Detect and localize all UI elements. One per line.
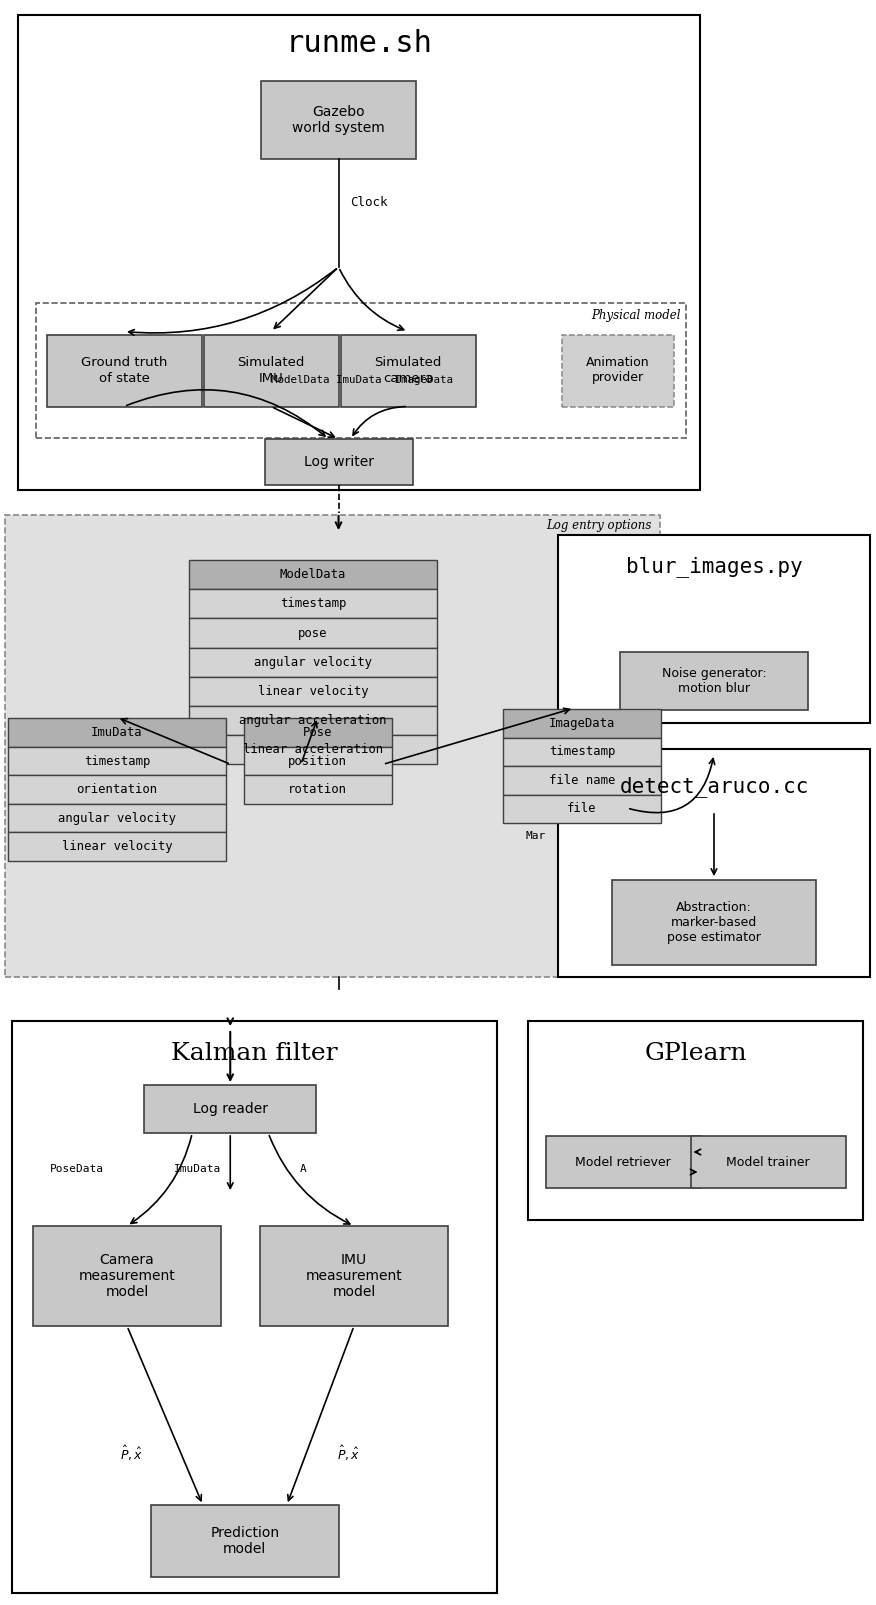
Text: Abstraction:
marker-based
pose estimator: Abstraction: marker-based pose estimator [667,900,761,944]
Text: linear velocity: linear velocity [258,685,368,698]
FancyBboxPatch shape [558,750,870,977]
Text: Model retriever: Model retriever [576,1156,671,1168]
FancyBboxPatch shape [18,14,700,490]
FancyBboxPatch shape [260,1226,448,1326]
FancyBboxPatch shape [620,652,808,709]
Text: Log writer: Log writer [304,454,373,469]
Text: Mar: Mar [526,831,547,841]
FancyBboxPatch shape [244,775,392,804]
FancyBboxPatch shape [503,709,661,738]
FancyBboxPatch shape [189,735,437,764]
FancyBboxPatch shape [36,303,686,438]
FancyBboxPatch shape [546,1136,701,1188]
Text: ImuData: ImuData [91,725,143,738]
FancyBboxPatch shape [189,647,437,677]
FancyBboxPatch shape [8,775,226,804]
Text: linear velocity: linear velocity [61,839,173,852]
Text: orientation: orientation [76,783,158,796]
Text: PoseData: PoseData [50,1164,104,1173]
Text: Log reader: Log reader [193,1103,268,1115]
FancyBboxPatch shape [341,334,476,406]
Text: GPlearn: GPlearn [644,1042,747,1064]
Text: ImageData: ImageData [548,717,615,730]
Text: Prediction
model: Prediction model [210,1526,279,1557]
FancyBboxPatch shape [8,804,226,833]
Text: file: file [568,802,597,815]
Text: timestamp: timestamp [84,754,150,767]
FancyBboxPatch shape [503,738,661,766]
Text: angular acceleration: angular acceleration [239,714,386,727]
Text: file name: file name [548,774,615,786]
Text: Physical model: Physical model [591,308,681,321]
Text: A: A [300,1164,307,1173]
FancyBboxPatch shape [8,746,226,775]
FancyBboxPatch shape [244,746,392,775]
Text: blur_images.py: blur_images.py [625,557,802,578]
Text: Model trainer: Model trainer [726,1156,809,1168]
Text: Clock: Clock [350,196,388,209]
FancyBboxPatch shape [203,334,338,406]
FancyBboxPatch shape [189,677,437,706]
Text: $\hat{P},\hat{x}$: $\hat{P},\hat{x}$ [337,1443,361,1462]
Text: Ground truth
of state: Ground truth of state [81,356,167,385]
FancyBboxPatch shape [189,589,437,618]
FancyBboxPatch shape [261,80,416,159]
Text: angular velocity: angular velocity [58,812,176,825]
Text: position: position [288,754,348,767]
FancyBboxPatch shape [8,719,226,746]
FancyBboxPatch shape [33,1226,221,1326]
FancyBboxPatch shape [611,880,816,965]
Text: $\hat{P},\hat{x}$: $\hat{P},\hat{x}$ [120,1443,144,1462]
Text: Animation
provider: Animation provider [586,356,650,385]
Text: timestamp: timestamp [279,597,346,610]
Text: timestamp: timestamp [548,745,615,758]
FancyBboxPatch shape [528,1021,863,1220]
Text: Pose: Pose [303,725,333,738]
FancyBboxPatch shape [503,766,661,794]
Text: Simulated
camera: Simulated camera [374,356,442,385]
FancyBboxPatch shape [151,1505,339,1578]
Text: Kalman filter: Kalman filter [171,1042,338,1064]
Text: Camera
measurement
model: Camera measurement model [79,1254,175,1298]
Text: Gazebo
world system: Gazebo world system [293,104,385,135]
FancyBboxPatch shape [189,618,437,647]
Text: linear acceleration: linear acceleration [243,743,383,756]
FancyBboxPatch shape [562,334,674,406]
FancyBboxPatch shape [265,440,413,485]
FancyBboxPatch shape [145,1085,316,1133]
Text: detect_aruco.cc: detect_aruco.cc [619,777,809,798]
Text: ModelData: ModelData [279,568,346,581]
Text: Simulated
IMU: Simulated IMU [237,356,305,385]
Text: ModelData ImuData  ImageData: ModelData ImuData ImageData [271,376,453,385]
Text: Log entry options: Log entry options [547,520,652,533]
Text: ImuData: ImuData [174,1164,222,1173]
FancyBboxPatch shape [503,794,661,823]
Text: Noise generator:
motion blur: Noise generator: motion blur [661,668,766,695]
FancyBboxPatch shape [558,534,870,722]
FancyBboxPatch shape [244,719,392,746]
FancyBboxPatch shape [189,706,437,735]
Text: rotation: rotation [288,783,348,796]
FancyBboxPatch shape [12,1021,497,1594]
FancyBboxPatch shape [8,833,226,860]
FancyBboxPatch shape [5,515,660,977]
Text: angular velocity: angular velocity [254,656,371,669]
FancyBboxPatch shape [189,560,437,589]
Text: runme.sh: runme.sh [286,29,433,58]
FancyBboxPatch shape [46,334,201,406]
Text: pose: pose [298,626,328,639]
FancyBboxPatch shape [690,1136,845,1188]
Text: IMU
measurement
model: IMU measurement model [306,1254,402,1298]
